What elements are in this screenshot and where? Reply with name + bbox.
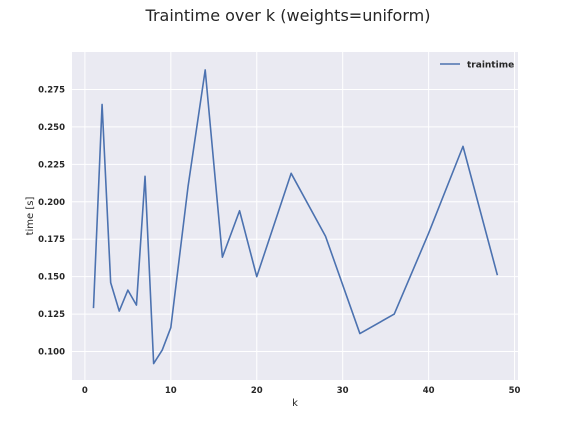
- series-lines: [92, 69, 499, 365]
- x-axis-ticks: 0 10 20 30 40 50: [82, 386, 521, 396]
- x-tick-label: 0: [82, 386, 88, 396]
- y-tick-label: 0.275: [38, 85, 65, 95]
- x-tick-label: 20: [251, 386, 263, 396]
- y-tick-label: 0.175: [38, 235, 65, 245]
- y-axis-ticks: 0.100 0.125 0.150 0.175 0.200 0.225 0.250 0.275: [38, 85, 65, 357]
- x-tick-label: 10: [165, 386, 177, 396]
- chart-title: Traintime over k (weights=uniform): [145, 6, 431, 25]
- x-tick-label: 40: [423, 386, 435, 396]
- y-tick-label: 0.250: [38, 123, 65, 133]
- y-tick-label: 0.125: [38, 310, 65, 320]
- series-line-traintime: [92, 69, 499, 365]
- y-tick-label: 0.100: [38, 348, 65, 358]
- y-tick-label: 0.200: [38, 198, 65, 208]
- y-axis-label: time [s]: [25, 197, 36, 236]
- legend: traintime: [440, 61, 514, 71]
- y-tick-label: 0.150: [38, 273, 65, 283]
- plot-area: [72, 52, 518, 380]
- x-tick-label: 50: [509, 386, 521, 396]
- legend-label: traintime: [467, 61, 514, 71]
- x-tick-label: 30: [337, 386, 349, 396]
- y-tick-label: 0.225: [38, 160, 65, 170]
- x-axis-label: k: [292, 398, 298, 409]
